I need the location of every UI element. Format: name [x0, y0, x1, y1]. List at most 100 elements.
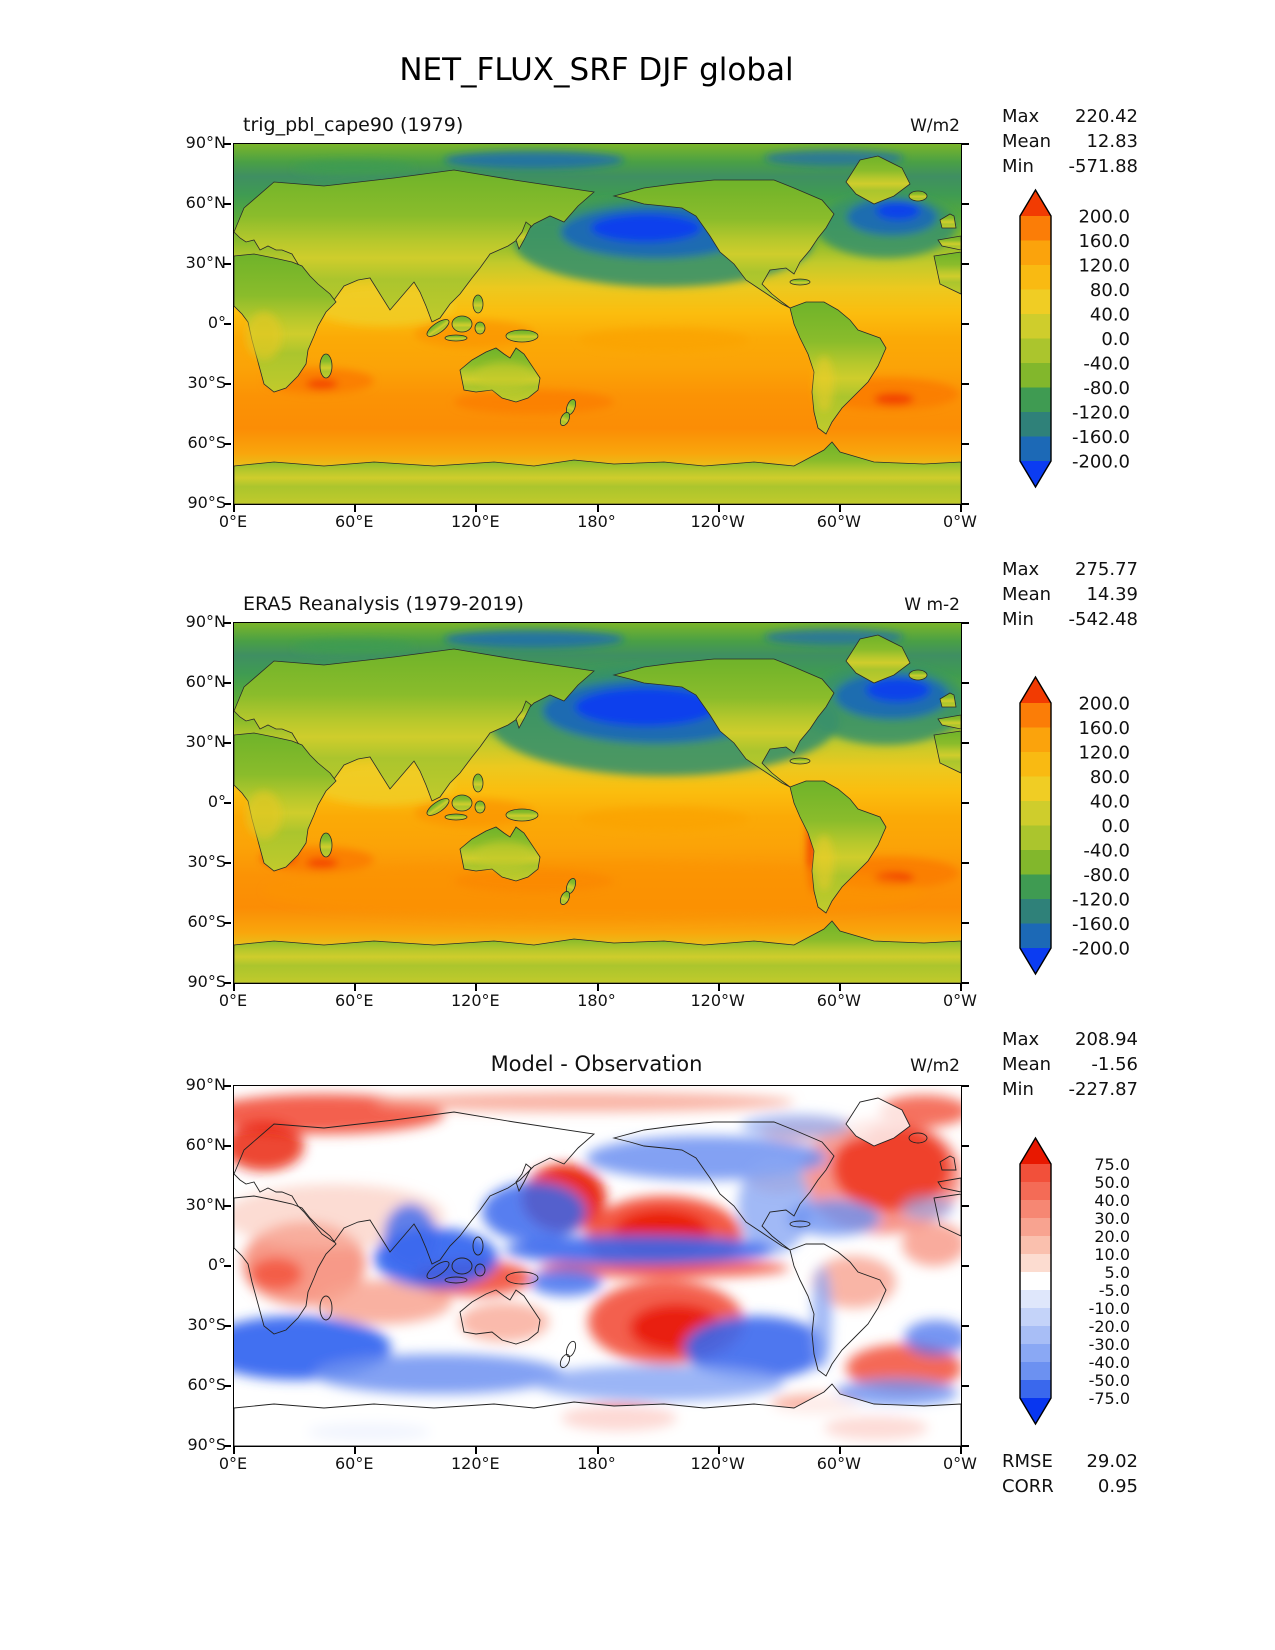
- colorbar-model: 200.0 160.0 120.0 80.0 40.0 0.0 -40.0 -80.0 -120…: [1008, 188, 1178, 493]
- colorbar-diff: 75.0 50.0 40.0 30.0 20.0 10.0 5.0 -5.0 -10.0 -20.…: [1008, 1136, 1178, 1430]
- y-tick-mark: [224, 1445, 231, 1447]
- map-diff: [233, 1085, 962, 1447]
- x-tick-label: 120°W: [690, 512, 745, 531]
- flux-map-svg: [234, 144, 961, 504]
- y-tick-mark: [962, 742, 969, 744]
- y-tick-mark: [224, 922, 231, 924]
- svg-text:200.0: 200.0: [1078, 206, 1130, 227]
- stat-row: Mean -1.56: [1002, 1052, 1138, 1077]
- y-tick-mark: [224, 383, 231, 385]
- stat-label: Max: [1002, 559, 1040, 580]
- stat-row: Mean 14.39: [1002, 582, 1138, 607]
- y-tick-label: 30°S: [187, 1315, 226, 1334]
- map-model: [233, 143, 962, 505]
- panel-diff-units: W/m2: [910, 1056, 960, 1076]
- stat-label: Mean: [1002, 1054, 1052, 1075]
- x-tick-mark: [960, 505, 962, 512]
- y-tick-mark: [224, 802, 231, 804]
- rmse-corr-block: RMSE 29.02 CORR 0.95: [1002, 1449, 1138, 1499]
- y-tick-mark: [962, 263, 969, 265]
- stat-row: Mean 12.83: [1002, 129, 1138, 154]
- map-diff-art: [234, 1086, 961, 1446]
- svg-text:30.0: 30.0: [1094, 1209, 1130, 1228]
- stat-value: 29.02: [1086, 1451, 1138, 1472]
- svg-text:-50.0: -50.0: [1089, 1371, 1130, 1390]
- x-tick-mark: [717, 984, 720, 991]
- stats-model: Max 220.42 Mean 12.83 Min -571.88: [1002, 104, 1138, 179]
- stat-label: Min: [1002, 609, 1034, 630]
- y-tick-mark: [962, 383, 969, 385]
- panel-obs-title: ERA5 Reanalysis (1979-2019): [243, 593, 524, 615]
- svg-text:40.0: 40.0: [1094, 1191, 1130, 1210]
- svg-text:-5.0: -5.0: [1099, 1281, 1130, 1300]
- svg-text:40.0: 40.0: [1090, 304, 1130, 325]
- y-tick-mark: [962, 1085, 969, 1087]
- x-tick-mark: [233, 1447, 235, 1454]
- svg-text:-80.0: -80.0: [1083, 865, 1130, 886]
- x-tick-label: 60°W: [816, 512, 861, 531]
- svg-text:-160.0: -160.0: [1072, 914, 1130, 935]
- x-tick-label: 60°E: [334, 1454, 374, 1473]
- y-tick-mark: [962, 503, 969, 505]
- x-tick-label: 0°W: [943, 991, 977, 1010]
- stat-value: -542.48: [1068, 609, 1138, 630]
- x-tick-label: 0°E: [218, 1454, 248, 1473]
- map-obs-art: [234, 623, 961, 983]
- stat-value: 0.95: [1097, 1476, 1138, 1497]
- y-tick-mark: [224, 742, 231, 744]
- svg-text:50.0: 50.0: [1094, 1173, 1130, 1192]
- svg-text:-120.0: -120.0: [1072, 889, 1130, 910]
- y-tick-label: 90°N: [185, 133, 226, 152]
- svg-text:200.0: 200.0: [1078, 693, 1130, 714]
- y-tick-label: 90°S: [187, 972, 226, 991]
- x-tick-mark: [596, 1447, 599, 1454]
- y-tick-mark: [224, 1145, 231, 1147]
- svg-text:-20.0: -20.0: [1089, 1317, 1130, 1336]
- x-tick-mark: [354, 1447, 357, 1454]
- svg-text:0.0: 0.0: [1101, 329, 1130, 350]
- svg-text:120.0: 120.0: [1078, 742, 1130, 763]
- y-tick-mark: [224, 1385, 231, 1387]
- svg-text:-40.0: -40.0: [1089, 1353, 1130, 1372]
- y-tick-mark: [962, 143, 969, 145]
- svg-text:-200.0: -200.0: [1072, 451, 1130, 472]
- stat-label: Min: [1002, 1079, 1034, 1100]
- svg-text:-30.0: -30.0: [1089, 1335, 1130, 1354]
- stats-obs: Max 275.77 Mean 14.39 Min -542.48: [1002, 557, 1138, 632]
- panel-model-title: trig_pbl_cape90 (1979): [243, 114, 464, 136]
- x-tick-mark: [354, 505, 357, 512]
- y-tick-mark: [224, 503, 231, 505]
- x-tick-mark: [960, 1447, 962, 1454]
- x-tick-mark: [596, 984, 599, 991]
- y-tick-mark: [224, 1265, 231, 1267]
- x-tick-mark: [233, 984, 235, 991]
- stat-value: 12.83: [1086, 131, 1138, 152]
- y-tick-label: 90°S: [187, 493, 226, 512]
- x-tick-label: 120°E: [450, 991, 500, 1010]
- y-tick-label: 60°N: [185, 672, 226, 691]
- y-tick-label: 0°: [207, 313, 226, 332]
- y-tick-label: 0°: [207, 1255, 226, 1274]
- stat-row: RMSE 29.02: [1002, 1449, 1138, 1474]
- y-tick-label: 60°N: [185, 193, 226, 212]
- stat-label: Max: [1002, 1029, 1040, 1050]
- stat-value: -571.88: [1068, 156, 1138, 177]
- y-tick-label: 30°N: [185, 253, 226, 272]
- y-tick-label: 60°N: [185, 1135, 226, 1154]
- y-tick-mark: [962, 1445, 969, 1447]
- stat-row: Min -571.88: [1002, 154, 1138, 179]
- stat-value: 275.77: [1075, 559, 1138, 580]
- panel-diff-title: Model - Observation: [490, 1052, 703, 1076]
- x-tick-mark: [960, 984, 962, 991]
- svg-text:-75.0: -75.0: [1089, 1389, 1130, 1408]
- x-tick-mark: [475, 984, 478, 991]
- flux-map-svg: [234, 623, 961, 983]
- stat-label: Min: [1002, 156, 1034, 177]
- y-tick-mark: [962, 682, 969, 684]
- x-tick-label: 120°E: [450, 1454, 500, 1473]
- svg-text:40.0: 40.0: [1090, 791, 1130, 812]
- stat-value: 220.42: [1075, 106, 1138, 127]
- x-tick-mark: [233, 505, 235, 512]
- stats-diff: Max 208.94 Mean -1.56 Min -227.87: [1002, 1027, 1138, 1102]
